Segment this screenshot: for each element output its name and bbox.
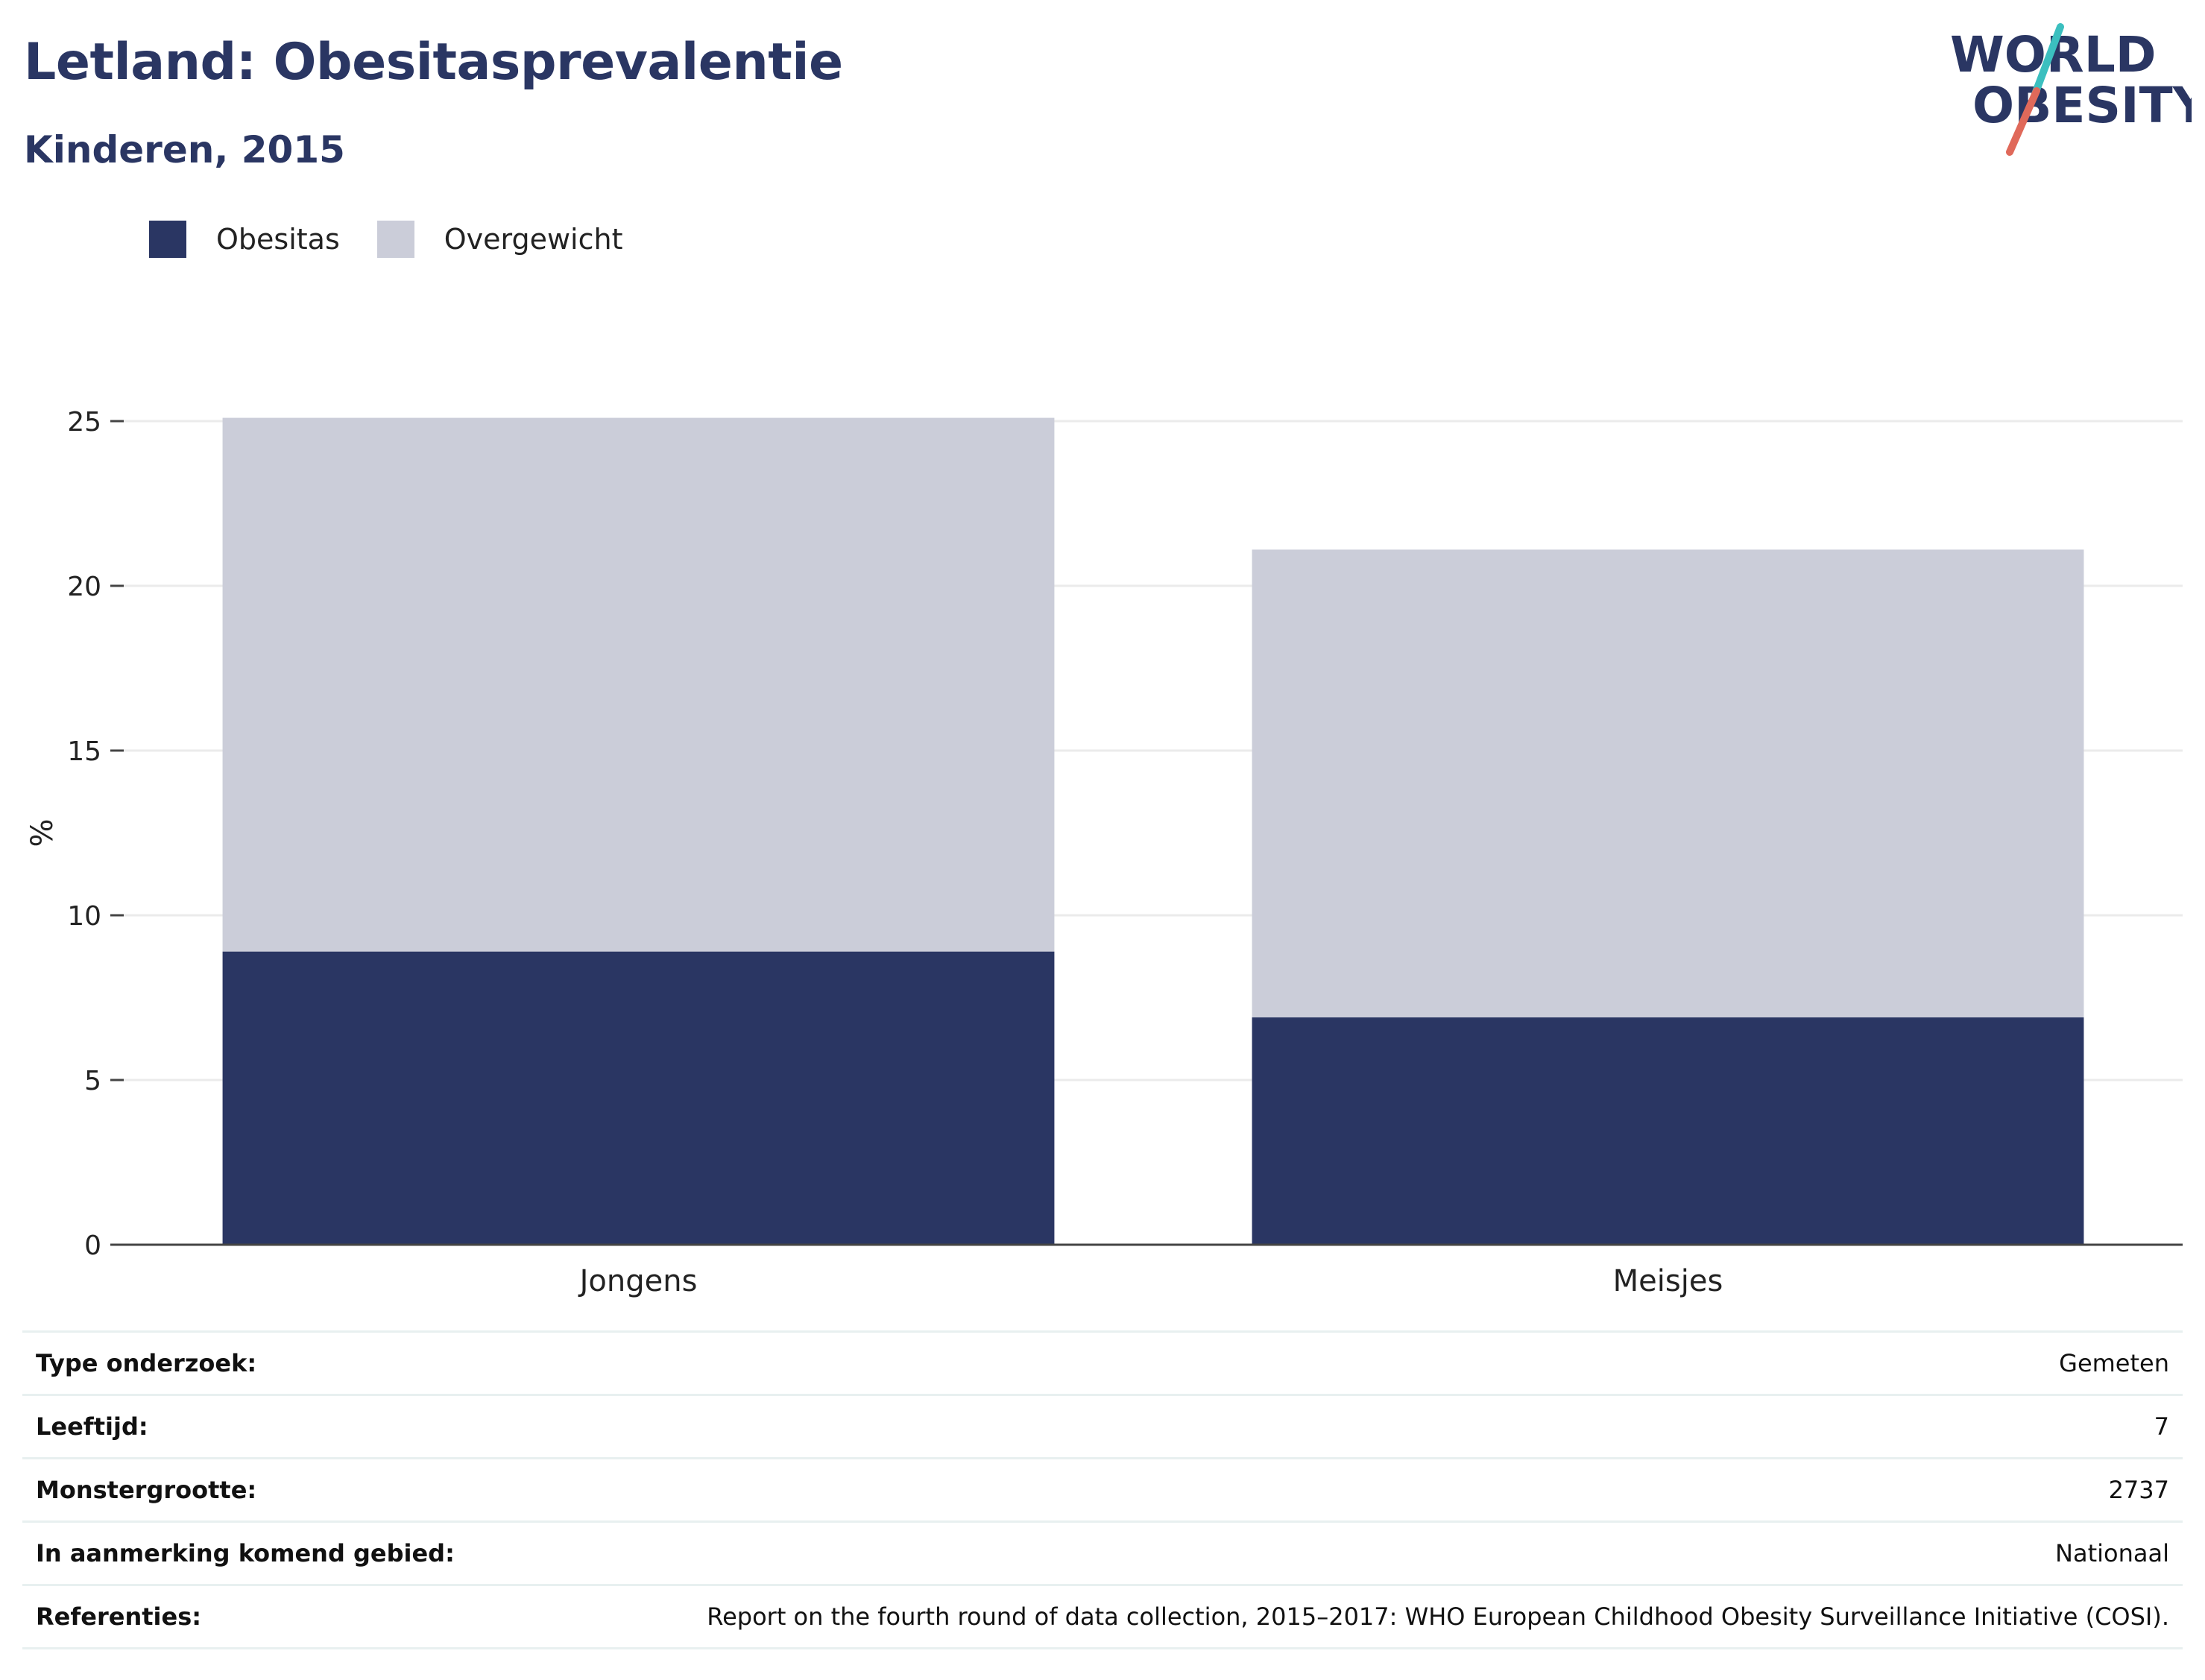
info-value: 2737: [520, 1458, 2183, 1523]
legend-item-overgewicht[interactable]: Overgewicht: [376, 221, 623, 258]
bar-overgewicht-meisjes: [1252, 549, 2084, 1018]
info-row: Leeftijd: 7: [22, 1395, 2183, 1459]
y-tick-label: 10: [67, 901, 101, 932]
info-value: Gemeten: [520, 1330, 2183, 1396]
logo-line-2: OBESITY: [1972, 77, 2192, 134]
info-row: Referenties: Report on the fourth round o…: [22, 1585, 2183, 1649]
logo-slash-top: [2031, 23, 2064, 98]
y-tick-label: 0: [84, 1231, 101, 1261]
info-value: Nationaal: [520, 1521, 2183, 1586]
logo-slash-bottom: [2006, 87, 2040, 156]
y-axis-label: %: [25, 818, 60, 847]
chart-legend: Obesitas Overgewicht: [149, 221, 660, 258]
bar-overgewicht-jongens: [222, 417, 1055, 952]
page-subtitle: Kinderen, 2015: [24, 128, 345, 171]
bar-obesitas-jongens: [222, 951, 1055, 1245]
legend-label-overgewicht: Overgewicht: [444, 223, 623, 256]
y-tick-label: 15: [67, 736, 101, 767]
bar-obesitas-meisjes: [1252, 1017, 2084, 1245]
page-title: Letland: Obesitasprevalentie: [24, 33, 843, 92]
info-key: Monstergrootte:: [22, 1458, 520, 1523]
info-row: Monstergrootte: 2737: [22, 1458, 2183, 1523]
x-tick-label: Jongens: [578, 1264, 698, 1298]
info-table: Type onderzoek: Gemeten Leeftijd: 7 Monsterg…: [22, 1330, 2183, 1649]
world-obesity-logo: WORLD OBESITY: [1950, 23, 2192, 156]
info-key: In aanmerking komend gebied:: [22, 1521, 520, 1586]
info-key: Referenties:: [22, 1585, 520, 1649]
info-key: Type onderzoek:: [22, 1330, 520, 1396]
info-value: 7: [520, 1395, 2183, 1459]
y-tick-label: 20: [67, 572, 101, 602]
legend-swatch-obesitas: [149, 221, 186, 258]
info-value: Report on the fourth round of data colle…: [520, 1585, 2183, 1649]
y-tick-label: 25: [67, 407, 101, 438]
info-key: Leeftijd:: [22, 1395, 520, 1459]
legend-item-obesitas[interactable]: Obesitas: [149, 221, 340, 258]
info-row: In aanmerking komend gebied: Nationaal: [22, 1521, 2183, 1586]
info-row: Type onderzoek: Gemeten: [22, 1330, 2183, 1396]
bar-chart: 0 5 10 15 20 25% Jongens Meisjes: [25, 407, 2183, 1298]
y-tick-label: 5: [84, 1066, 101, 1096]
legend-label-obesitas: Obesitas: [216, 223, 340, 256]
x-tick-label: Meisjes: [1613, 1264, 1723, 1298]
legend-swatch-overgewicht: [376, 221, 414, 258]
